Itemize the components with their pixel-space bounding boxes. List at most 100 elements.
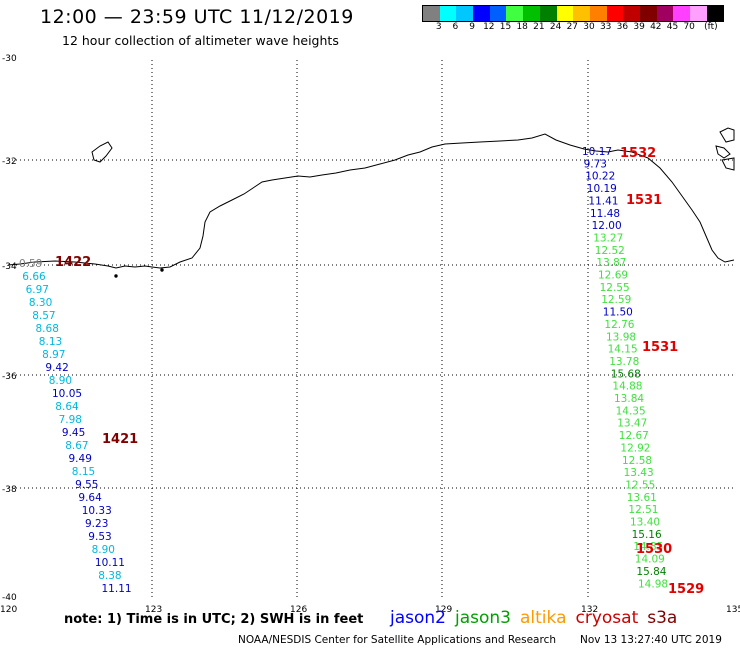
wave-height-value: 9.42 — [45, 362, 68, 374]
wave-height-value: 12.55 — [600, 282, 630, 294]
lon-label: 132 — [581, 605, 598, 615]
time-label: 1530 — [636, 542, 672, 557]
lon-label: 129 — [435, 605, 452, 615]
legend-swatch — [489, 6, 507, 21]
credit-line: NOAA/NESDIS Center for Satellite Applica… — [238, 634, 556, 646]
wave-height-value: 13.27 — [593, 232, 623, 244]
wave-height-value: 14.88 — [612, 381, 642, 393]
wave-height-value: 12.69 — [598, 270, 628, 282]
wave-height-value: 8.38 — [98, 570, 121, 582]
wave-height-value: 15.68 — [611, 368, 641, 380]
legend-swatch — [639, 6, 657, 21]
satellite-name: jason2 — [390, 608, 446, 628]
wave-height-value: 9.23 — [85, 518, 108, 530]
legend-swatch — [506, 6, 524, 21]
wave-height-value: 8.13 — [39, 336, 62, 348]
legend-label: 6 — [452, 22, 459, 32]
satellite-name: s3a — [647, 608, 678, 628]
page-title: 12:00 — 23:59 UTC 11/12/2019 — [40, 6, 354, 28]
wave-height-value: 11.41 — [588, 195, 618, 207]
legend-label: 42 — [650, 22, 662, 32]
wave-height-value: 15.16 — [632, 529, 662, 541]
legend-swatch — [456, 6, 474, 21]
legend-swatch — [523, 6, 540, 21]
wave-height-value: 11.50 — [603, 307, 633, 319]
wave-height-value: 10.11 — [95, 557, 125, 569]
legend-swatch — [656, 6, 674, 21]
legend-label: 36 — [616, 22, 629, 32]
wave-height-value: 12.51 — [628, 504, 658, 516]
legend-label: 70 — [683, 22, 695, 32]
wave-height-value: 6.66 — [22, 271, 46, 283]
legend-swatch — [589, 6, 607, 21]
legend-swatch — [623, 6, 640, 21]
wave-height-value: 13.47 — [617, 418, 647, 430]
lon-label: 126 — [290, 605, 307, 615]
wave-height-value: 9.49 — [69, 453, 92, 465]
lat-label: -32 — [2, 157, 17, 167]
wave-height-value: 12.76 — [604, 319, 634, 331]
time-label: 1529 — [668, 582, 704, 597]
legend-label: 21 — [533, 22, 545, 32]
graticule — [8, 60, 734, 598]
track-time-labels: 1422 1421 1532 1531 1531 1530 1529 — [55, 146, 704, 597]
wave-height-value: 8.30 — [29, 297, 52, 309]
wave-height-value: 12.58 — [622, 455, 652, 467]
lat-label: -36 — [2, 372, 17, 382]
wave-height-value: 9.45 — [62, 427, 85, 439]
wave-height-value: 6.97 — [26, 284, 49, 296]
wave-height-value: 12.59 — [601, 294, 631, 306]
wave-height-value: 9.53 — [88, 531, 111, 543]
wave-height-value: 11.48 — [590, 208, 620, 220]
legend-swatch — [556, 6, 574, 21]
legend-label: 33 — [599, 22, 612, 32]
wave-height-value: 12.67 — [619, 430, 649, 442]
legend-swatch — [673, 6, 690, 21]
wave-height-value: 10.05 — [52, 388, 82, 400]
wave-height-value: 13.40 — [630, 517, 660, 529]
time-label: 1532 — [620, 146, 656, 161]
wave-height-value: 12.55 — [625, 479, 655, 491]
lat-label: -40 — [2, 593, 17, 603]
wave-height-value: 8.67 — [65, 440, 88, 452]
wave-height-value: 13.43 — [624, 467, 654, 479]
latitude-labels: -30 -32 -34 -36 -38 -40 — [2, 54, 17, 603]
wave-height-value: 14.15 — [608, 344, 638, 356]
east-track-values: 10.179.7310.2210.1911.4111.4812.0013.271… — [582, 146, 668, 590]
wave-height-value: 13.61 — [627, 492, 657, 504]
wave-height-value: 13.84 — [614, 393, 644, 405]
legend-label: 15 — [499, 22, 512, 32]
color-scale-legend — [422, 5, 725, 22]
longitude-labels: 120 123 126 129 132 135 — [0, 605, 740, 615]
lon-label: 123 — [145, 605, 162, 615]
legend-label: 3 — [435, 22, 442, 32]
wave-height-value: 14.85 — [633, 541, 663, 553]
wave-height-value: 10.22 — [585, 171, 615, 183]
wave-height-value: 13.78 — [609, 356, 639, 368]
wave-height-value: 9.73 — [584, 158, 607, 170]
wave-height-value: 8.64 — [55, 401, 79, 413]
wave-height-value: 10.17 — [582, 146, 612, 158]
satellite-legend: jason2 jason3 altika cryosat s3a — [390, 608, 686, 628]
wave-height-value: 9.64 — [78, 492, 102, 504]
wave-height-value: 8.68 — [36, 323, 59, 335]
legend-label: 24 — [549, 22, 562, 32]
wave-height-value: 12.92 — [620, 442, 650, 454]
lat-label: -38 — [2, 485, 17, 495]
satellite-name: altika — [520, 608, 567, 628]
wave-height-value: 0.59 — [19, 258, 42, 270]
legend-swatch — [423, 6, 440, 21]
legend-swatch — [439, 6, 457, 21]
legend-label: 39 — [633, 22, 645, 32]
legend-unit: (ft) — [704, 22, 718, 32]
satellite-name: jason3 — [455, 608, 511, 628]
time-label: 1422 — [55, 255, 91, 270]
wave-height-value: 9.55 — [75, 479, 98, 491]
legend-label: 12 — [483, 22, 495, 32]
wave-height-value: 12.00 — [592, 220, 622, 232]
legend-label: 45 — [666, 22, 679, 32]
legend-swatch — [606, 6, 624, 21]
legend-label: 30 — [583, 22, 595, 32]
wave-height-value: 11.11 — [102, 583, 132, 595]
satellite-name: cryosat — [575, 608, 639, 628]
